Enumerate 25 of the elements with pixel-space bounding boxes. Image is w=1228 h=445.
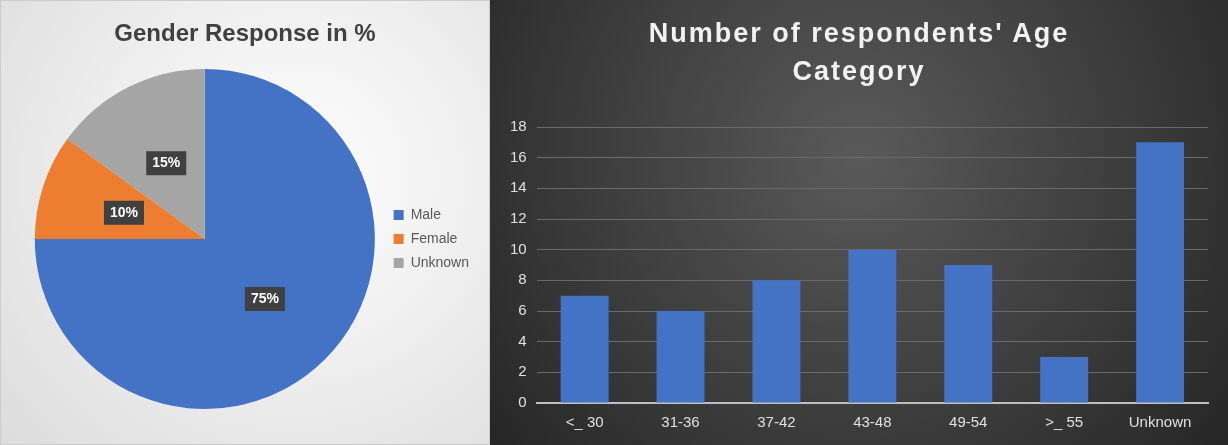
data-label: 10% <box>109 203 139 220</box>
legend-label: Unknown <box>410 253 470 270</box>
legend-label: Female <box>410 229 458 246</box>
x-tick-label: 31-36 <box>661 413 700 431</box>
y-tick-label: 12 <box>510 209 527 227</box>
y-tick-label: 16 <box>510 147 527 165</box>
x-tick-label: >_ 55 <box>1045 413 1084 431</box>
x-tick-label: <_ 30 <box>565 413 604 431</box>
y-tick-label: 4 <box>518 331 527 349</box>
x-tick-label: 37-42 <box>757 413 796 431</box>
y-tick-label: 0 <box>518 393 527 411</box>
data-label: 15% <box>152 154 181 171</box>
y-tick-label: 6 <box>518 301 527 319</box>
y-tick-label: 8 <box>518 270 527 288</box>
legend-label: Male <box>410 205 442 222</box>
y-tick-label: 10 <box>510 239 527 257</box>
chart-title: Number of respondents' Age Category <box>647 17 1071 88</box>
y-tick-label: 18 <box>510 117 527 135</box>
x-tick-label: Unknown <box>1128 413 1192 431</box>
data-label: 75% <box>250 289 280 306</box>
y-tick-label: 2 <box>518 362 527 380</box>
chart-title: Gender Response in % <box>113 18 377 48</box>
x-tick-label: 49-54 <box>949 413 988 431</box>
y-tick-label: 14 <box>510 178 527 196</box>
x-tick-label: 43-48 <box>853 413 892 431</box>
